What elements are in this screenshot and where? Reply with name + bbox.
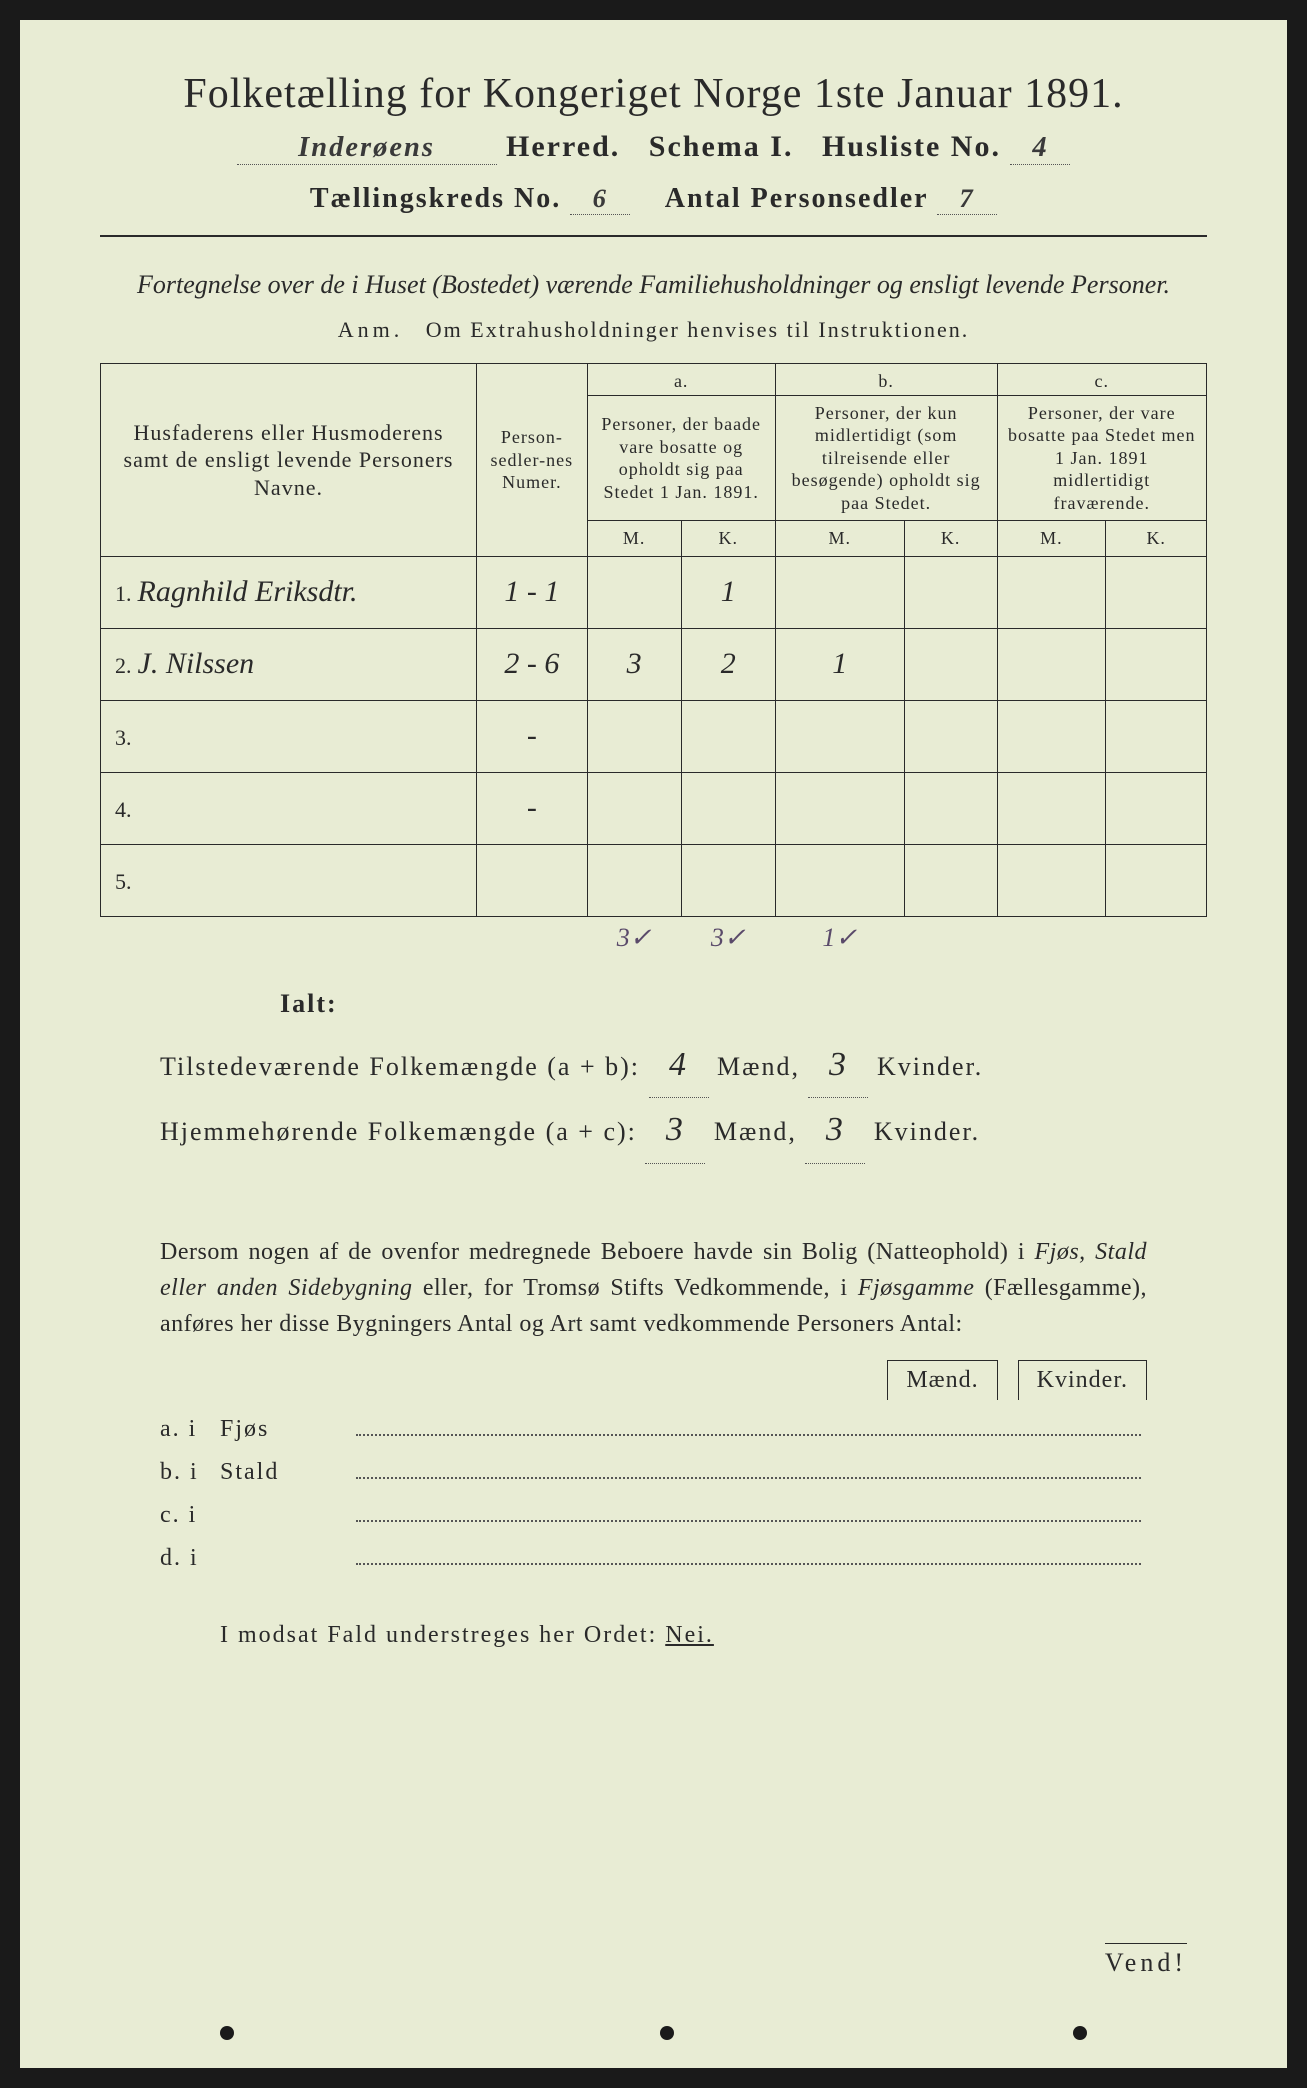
total-b-m: 1✓ bbox=[775, 916, 904, 959]
col-a-text: Personer, der baade vare bosatte og opho… bbox=[587, 395, 775, 521]
sub-hd-kvinder: Kvinder. bbox=[1018, 1360, 1147, 1400]
col-a-k: K. bbox=[681, 521, 775, 557]
antal-value: 7 bbox=[937, 183, 997, 215]
col-c-text: Personer, der vare bosatte paa Stedet me… bbox=[997, 395, 1207, 521]
page-title: Folketælling for Kongeriget Norge 1ste J… bbox=[100, 70, 1207, 118]
totals-row: 3✓ 3✓ 1✓ bbox=[101, 916, 1207, 959]
col-c-m: M. bbox=[997, 521, 1106, 557]
husliste-label: Husliste No. bbox=[822, 130, 1001, 163]
tilstede-maend: 4 bbox=[649, 1033, 709, 1099]
sub-row-a: a. i Fjøs bbox=[160, 1412, 1147, 1443]
anm-text: Om Extrahusholdninger henvises til Instr… bbox=[426, 317, 969, 342]
col-a-label: a. bbox=[587, 364, 775, 396]
nei-line: I modsat Fald understreges her Ordet: Ne… bbox=[220, 1622, 1207, 1649]
total-a-k: 3✓ bbox=[681, 916, 775, 959]
summary-block: Tilstedeværende Folkemængde (a + b): 4 M… bbox=[160, 1033, 1207, 1164]
header-line-2: Inderøens Herred. Schema I. Husliste No.… bbox=[100, 130, 1207, 165]
census-table: Husfaderens eller Husmoderens samt de en… bbox=[100, 363, 1207, 959]
table-row: 2.J. Nilssen 2 - 6 3 2 1 bbox=[101, 628, 1207, 700]
header-line-3: Tællingskreds No. 6 Antal Personsedler 7 bbox=[100, 183, 1207, 215]
table-row: 3. - bbox=[101, 700, 1207, 772]
herred-label: Herred. bbox=[506, 130, 620, 163]
census-form-page: Folketælling for Kongeriget Norge 1ste J… bbox=[20, 20, 1287, 2068]
hjemme-maend: 3 bbox=[645, 1098, 705, 1164]
col-b-label: b. bbox=[775, 364, 997, 396]
summary-line-1: Tilstedeværende Folkemængde (a + b): 4 M… bbox=[160, 1033, 1207, 1099]
sub-row-d: d. i bbox=[160, 1541, 1147, 1572]
tkreds-label: Tællingskreds No. bbox=[310, 183, 561, 214]
col-b-text: Personer, der kun midlertidigt (som tilr… bbox=[775, 395, 997, 521]
husliste-value: 4 bbox=[1010, 132, 1070, 165]
punch-hole-icon bbox=[1073, 2026, 1087, 2040]
col-name-header: Husfaderens eller Husmoderens samt de en… bbox=[101, 364, 477, 557]
tkreds-value: 6 bbox=[570, 183, 630, 215]
vend-label: Vend! bbox=[1105, 1943, 1187, 1978]
hjemme-kvinder: 3 bbox=[805, 1098, 865, 1164]
col-numer-header: Person-sedler-nes Numer. bbox=[477, 364, 588, 557]
census-tbody: 1.Ragnhild Eriksdtr. 1 - 1 1 2.J. Nilsse… bbox=[101, 556, 1207, 959]
sub-table-header: Mænd. Kvinder. bbox=[160, 1360, 1147, 1400]
col-b-m: M. bbox=[775, 521, 904, 557]
ialt-label: Ialt: bbox=[280, 989, 1207, 1019]
col-a-m: M. bbox=[587, 521, 681, 557]
anm-note: Anm. Om Extrahusholdninger henvises til … bbox=[100, 317, 1207, 343]
sub-row-c: c. i bbox=[160, 1498, 1147, 1529]
herred-value: Inderøens bbox=[237, 132, 497, 165]
table-row: 4. - bbox=[101, 772, 1207, 844]
sub-row-b: b. i Stald bbox=[160, 1455, 1147, 1486]
table-row: 1.Ragnhild Eriksdtr. 1 - 1 1 bbox=[101, 556, 1207, 628]
total-a-m: 3✓ bbox=[587, 916, 681, 959]
subtitle: Fortegnelse over de i Huset (Bostedet) v… bbox=[100, 267, 1207, 303]
antal-label: Antal Personsedler bbox=[665, 183, 928, 214]
punch-hole-icon bbox=[220, 2026, 234, 2040]
anm-label: Anm. bbox=[338, 317, 404, 342]
summary-line-2: Hjemmehørende Folkemængde (a + c): 3 Mæn… bbox=[160, 1098, 1207, 1164]
col-c-k: K. bbox=[1106, 521, 1207, 557]
col-b-k: K. bbox=[904, 521, 997, 557]
schema-label: Schema I. bbox=[649, 130, 794, 163]
divider bbox=[100, 235, 1207, 237]
col-c-label: c. bbox=[997, 364, 1207, 396]
nei-word: Nei. bbox=[665, 1622, 714, 1648]
punch-hole-icon bbox=[660, 2026, 674, 2040]
tilstede-kvinder: 3 bbox=[808, 1033, 868, 1099]
sub-hd-maend: Mænd. bbox=[887, 1360, 997, 1400]
paragraph-note: Dersom nogen af de ovenfor medregnede Be… bbox=[160, 1234, 1147, 1342]
table-row: 5. bbox=[101, 844, 1207, 916]
sub-table: Mænd. Kvinder. a. i Fjøs b. i Stald c. i… bbox=[160, 1360, 1147, 1572]
